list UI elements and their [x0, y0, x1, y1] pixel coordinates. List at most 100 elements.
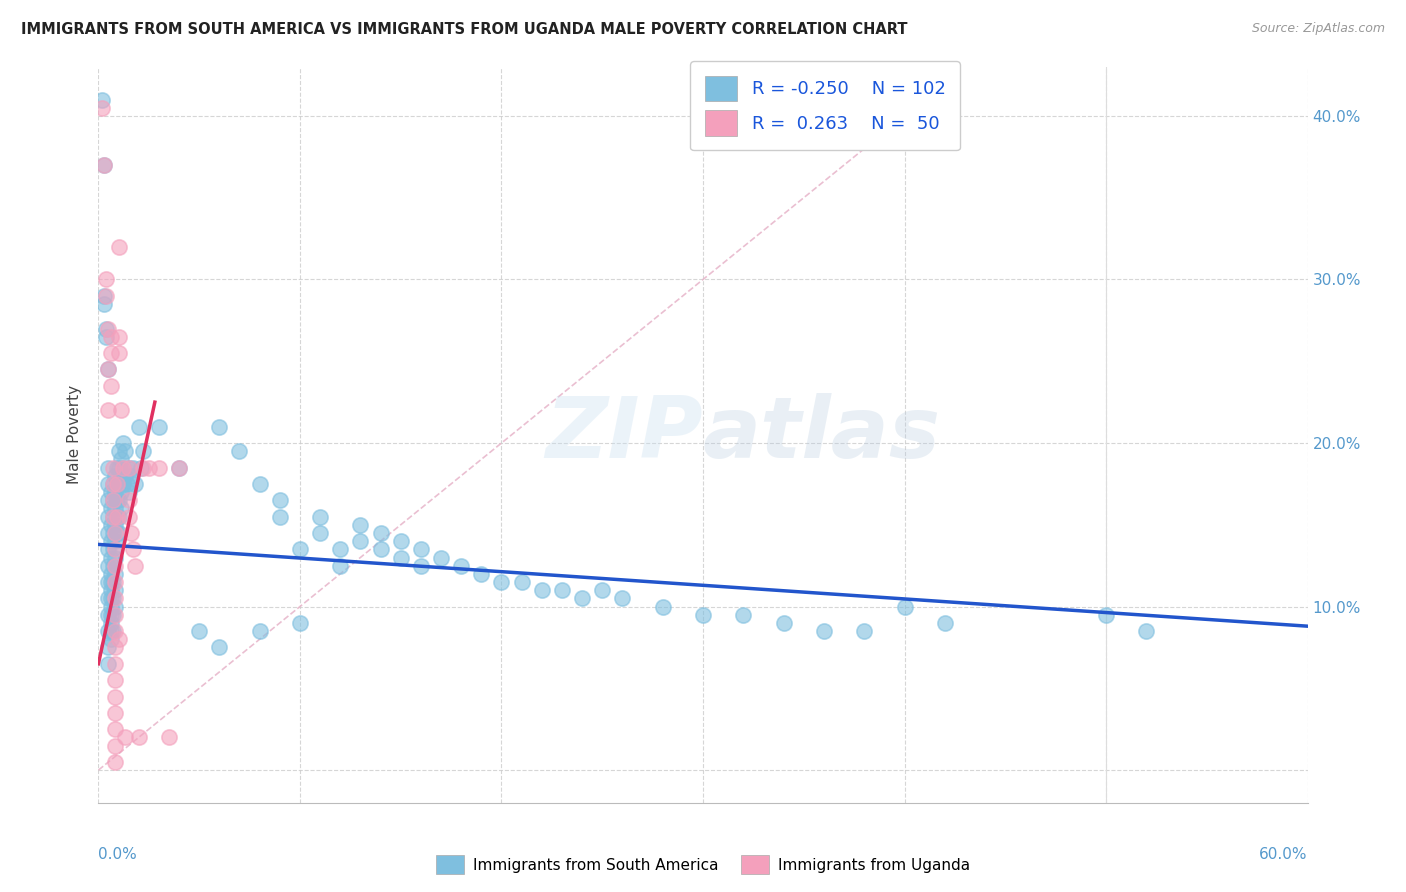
Point	[103, 706, 125, 720]
Point	[128, 731, 150, 745]
Text: 0.0%: 0.0%	[98, 847, 138, 862]
Point	[97, 542, 120, 557]
Point	[97, 574, 120, 589]
Point	[100, 346, 122, 360]
Point	[148, 419, 170, 434]
Point	[103, 517, 125, 532]
Point	[103, 723, 125, 737]
Point	[100, 485, 122, 500]
Point	[100, 615, 122, 630]
Point	[1135, 624, 1157, 639]
Point	[103, 657, 125, 671]
Point	[138, 460, 160, 475]
Point	[101, 526, 124, 541]
Point	[269, 493, 291, 508]
Point	[101, 476, 124, 491]
Point	[103, 542, 125, 557]
Point	[167, 460, 190, 475]
Point	[114, 731, 136, 745]
Point	[100, 607, 122, 622]
Point	[103, 550, 125, 565]
Point	[93, 289, 115, 303]
Point	[97, 591, 120, 606]
Point	[103, 583, 125, 598]
Point	[97, 476, 120, 491]
Point	[450, 558, 472, 573]
Point	[100, 566, 122, 581]
Text: Source: ZipAtlas.com: Source: ZipAtlas.com	[1251, 22, 1385, 36]
Point	[288, 615, 311, 630]
Point	[309, 526, 332, 541]
Point	[105, 526, 128, 541]
Point	[97, 509, 120, 524]
Point	[100, 534, 122, 549]
Point	[110, 501, 132, 516]
Point	[105, 476, 128, 491]
Point	[591, 583, 613, 598]
Point	[101, 509, 124, 524]
Point	[370, 526, 392, 541]
Point	[118, 485, 141, 500]
Legend: Immigrants from South America, Immigrants from Uganda: Immigrants from South America, Immigrant…	[430, 849, 976, 880]
Point	[208, 419, 231, 434]
Point	[692, 607, 714, 622]
Point	[103, 558, 125, 573]
Point	[853, 624, 876, 639]
Point	[91, 93, 114, 107]
Point	[288, 542, 311, 557]
Point	[97, 558, 120, 573]
Point	[100, 574, 122, 589]
Point	[110, 468, 132, 483]
Point	[110, 403, 132, 417]
Point	[128, 419, 150, 434]
Point	[107, 476, 129, 491]
Point	[612, 591, 634, 606]
Point	[107, 493, 129, 508]
Point	[118, 460, 141, 475]
Point	[101, 460, 124, 475]
Point	[1095, 607, 1118, 622]
Point	[118, 493, 141, 508]
Point	[101, 607, 124, 622]
Point	[111, 476, 134, 491]
Point	[97, 607, 120, 622]
Point	[370, 542, 392, 557]
Point	[105, 509, 128, 524]
Point	[100, 329, 122, 343]
Point	[934, 615, 956, 630]
Point	[97, 403, 120, 417]
Point	[101, 558, 124, 573]
Point	[103, 690, 125, 704]
Point	[110, 452, 132, 467]
Point	[470, 566, 492, 581]
Point	[97, 624, 120, 639]
Point	[100, 599, 122, 614]
Point	[100, 517, 122, 532]
Point	[132, 460, 155, 475]
Point	[114, 468, 136, 483]
Point	[510, 574, 533, 589]
Point	[97, 657, 120, 671]
Point	[97, 526, 120, 541]
Point	[101, 493, 124, 508]
Point	[120, 468, 142, 483]
Point	[118, 509, 141, 524]
Point	[103, 468, 125, 483]
Point	[349, 517, 371, 532]
Point	[409, 558, 432, 573]
Point	[107, 509, 129, 524]
Text: atlas: atlas	[703, 393, 941, 476]
Point	[111, 460, 134, 475]
Point	[733, 607, 755, 622]
Point	[129, 460, 152, 475]
Point	[103, 526, 125, 541]
Point	[389, 534, 412, 549]
Point	[107, 632, 129, 647]
Point	[91, 101, 114, 115]
Point	[103, 640, 125, 655]
Point	[491, 574, 513, 589]
Point	[121, 460, 143, 475]
Point	[111, 436, 134, 450]
Point	[167, 460, 190, 475]
Point	[103, 591, 125, 606]
